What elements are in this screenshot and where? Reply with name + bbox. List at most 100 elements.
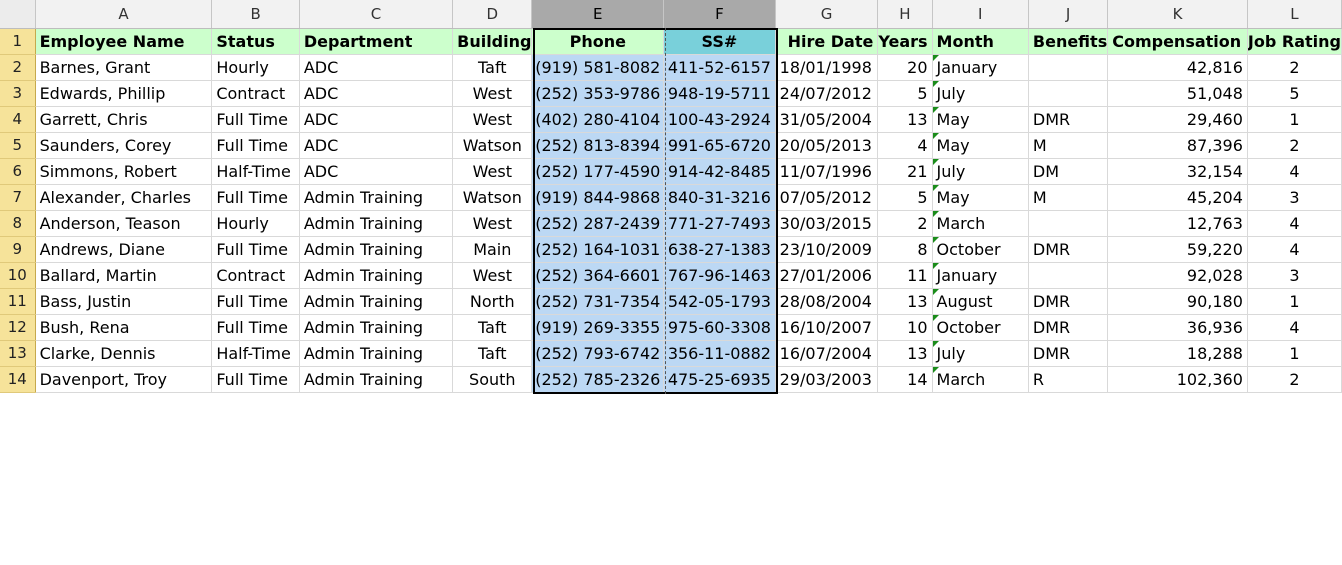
cell-hire-date[interactable]: 29/03/2003 xyxy=(775,366,879,393)
header-cell-department[interactable]: Department xyxy=(299,28,454,55)
cell-ssn[interactable]: 991-65-6720 xyxy=(663,132,776,159)
column-header-h[interactable]: H xyxy=(877,0,933,29)
column-header-k[interactable]: K xyxy=(1107,0,1248,29)
cell-benefits[interactable] xyxy=(1028,262,1109,289)
cell-building[interactable]: Main xyxy=(452,236,533,263)
select-all-corner[interactable] xyxy=(0,0,36,29)
cell-status[interactable]: Full Time xyxy=(211,288,300,315)
cell-building[interactable]: West xyxy=(452,80,533,107)
column-header-g[interactable]: G xyxy=(775,0,879,29)
cell-benefits[interactable] xyxy=(1028,54,1109,81)
cell-benefits[interactable]: DM xyxy=(1028,158,1109,185)
column-header-i[interactable]: I xyxy=(932,0,1029,29)
cell-job-rating[interactable]: 4 xyxy=(1247,236,1342,263)
header-cell-years[interactable]: Years xyxy=(877,28,933,55)
cell-benefits[interactable]: DMR xyxy=(1028,314,1109,341)
cell-years[interactable]: 21 xyxy=(877,158,933,185)
cell-compensation[interactable]: 42,816 xyxy=(1107,54,1248,81)
cell-benefits[interactable] xyxy=(1028,80,1109,107)
cell-department[interactable]: Admin Training xyxy=(299,288,454,315)
cell-month[interactable]: March xyxy=(932,210,1029,237)
cell-building[interactable]: Watson xyxy=(452,184,533,211)
header-cell-phone[interactable]: Phone xyxy=(531,28,665,55)
cell-employee-name[interactable]: Simmons, Robert xyxy=(35,158,213,185)
cell-department[interactable]: Admin Training xyxy=(299,340,454,367)
cell-hire-date[interactable]: 23/10/2009 xyxy=(775,236,879,263)
cell-job-rating[interactable]: 1 xyxy=(1247,288,1342,315)
cell-department[interactable]: Admin Training xyxy=(299,184,454,211)
cell-compensation[interactable]: 87,396 xyxy=(1107,132,1248,159)
cell-job-rating[interactable]: 3 xyxy=(1247,262,1342,289)
header-cell-ssn[interactable]: SS# xyxy=(663,28,776,55)
cell-department[interactable]: ADC xyxy=(299,54,454,81)
cell-years[interactable]: 8 xyxy=(877,236,933,263)
cell-hire-date[interactable]: 16/10/2007 xyxy=(775,314,879,341)
cell-building[interactable]: West xyxy=(452,158,533,185)
cell-hire-date[interactable]: 18/01/1998 xyxy=(775,54,879,81)
cell-years[interactable]: 20 xyxy=(877,54,933,81)
cell-years[interactable]: 5 xyxy=(877,184,933,211)
cell-employee-name[interactable]: Garrett, Chris xyxy=(35,106,213,133)
row-header[interactable]: 13 xyxy=(0,340,36,367)
cell-job-rating[interactable]: 2 xyxy=(1247,54,1342,81)
cell-status[interactable]: Full Time xyxy=(211,366,300,393)
cell-hire-date[interactable]: 11/07/1996 xyxy=(775,158,879,185)
cell-job-rating[interactable]: 5 xyxy=(1247,80,1342,107)
cell-ssn[interactable]: 411-52-6157 xyxy=(663,54,776,81)
cell-years[interactable]: 14 xyxy=(877,366,933,393)
cell-compensation[interactable]: 29,460 xyxy=(1107,106,1248,133)
cell-month[interactable]: January xyxy=(932,262,1029,289)
cell-employee-name[interactable]: Bush, Rena xyxy=(35,314,213,341)
cell-ssn[interactable]: 356-11-0882 xyxy=(663,340,776,367)
cell-compensation[interactable]: 18,288 xyxy=(1107,340,1248,367)
column-header-b[interactable]: B xyxy=(211,0,300,29)
row-header[interactable]: 7 xyxy=(0,184,36,211)
cell-status[interactable]: Full Time xyxy=(211,236,300,263)
cell-benefits[interactable]: M xyxy=(1028,132,1109,159)
cell-years[interactable]: 13 xyxy=(877,340,933,367)
cell-month[interactable]: July xyxy=(932,158,1029,185)
cell-building[interactable]: Taft xyxy=(452,340,533,367)
cell-status[interactable]: Contract xyxy=(211,80,300,107)
row-header[interactable]: 5 xyxy=(0,132,36,159)
cell-status[interactable]: Half-Time xyxy=(211,158,300,185)
cell-department[interactable]: ADC xyxy=(299,106,454,133)
cell-benefits[interactable]: DMR xyxy=(1028,340,1109,367)
cell-phone[interactable]: (919) 844-9868 xyxy=(531,184,665,211)
header-cell-employee-name[interactable]: Employee Name xyxy=(35,28,213,55)
cell-employee-name[interactable]: Anderson, Teason xyxy=(35,210,213,237)
cell-compensation[interactable]: 90,180 xyxy=(1107,288,1248,315)
cell-job-rating[interactable]: 2 xyxy=(1247,366,1342,393)
cell-status[interactable]: Full Time xyxy=(211,184,300,211)
cell-building[interactable]: North xyxy=(452,288,533,315)
cell-ssn[interactable]: 914-42-8485 xyxy=(663,158,776,185)
cell-hire-date[interactable]: 31/05/2004 xyxy=(775,106,879,133)
cell-compensation[interactable]: 32,154 xyxy=(1107,158,1248,185)
cell-job-rating[interactable]: 4 xyxy=(1247,314,1342,341)
cell-compensation[interactable]: 51,048 xyxy=(1107,80,1248,107)
cell-benefits[interactable] xyxy=(1028,210,1109,237)
header-cell-month[interactable]: Month xyxy=(932,28,1029,55)
cell-phone[interactable]: (252) 353-9786 xyxy=(531,80,665,107)
cell-building[interactable]: Taft xyxy=(452,314,533,341)
cell-hire-date[interactable]: 30/03/2015 xyxy=(775,210,879,237)
cell-ssn[interactable]: 948-19-5711 xyxy=(663,80,776,107)
row-header[interactable]: 1 xyxy=(0,28,36,55)
column-header-j[interactable]: J xyxy=(1028,0,1109,29)
cell-phone[interactable]: (919) 581-8082 xyxy=(531,54,665,81)
cell-phone[interactable]: (252) 287-2439 xyxy=(531,210,665,237)
cell-compensation[interactable]: 12,763 xyxy=(1107,210,1248,237)
cell-phone[interactable]: (252) 731-7354 xyxy=(531,288,665,315)
row-header[interactable]: 3 xyxy=(0,80,36,107)
cell-hire-date[interactable]: 20/05/2013 xyxy=(775,132,879,159)
header-cell-job-rating[interactable]: Job Rating xyxy=(1247,28,1342,55)
cell-department[interactable]: Admin Training xyxy=(299,262,454,289)
column-header-d[interactable]: D xyxy=(452,0,533,29)
cell-benefits[interactable]: R xyxy=(1028,366,1109,393)
cell-years[interactable]: 5 xyxy=(877,80,933,107)
cell-ssn[interactable]: 771-27-7493 xyxy=(663,210,776,237)
cell-years[interactable]: 13 xyxy=(877,288,933,315)
cell-compensation[interactable]: 59,220 xyxy=(1107,236,1248,263)
cell-ssn[interactable]: 767-96-1463 xyxy=(663,262,776,289)
cell-employee-name[interactable]: Saunders, Corey xyxy=(35,132,213,159)
